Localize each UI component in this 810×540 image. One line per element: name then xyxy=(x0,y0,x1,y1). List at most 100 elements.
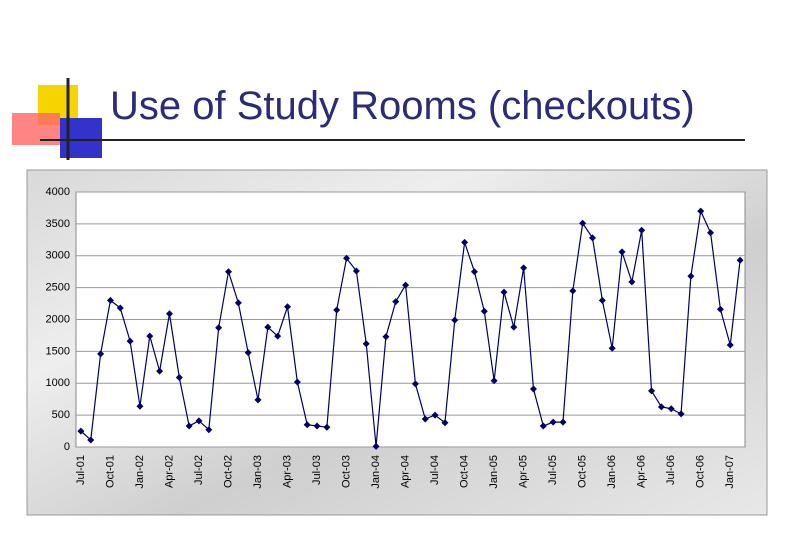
data-point xyxy=(441,419,449,427)
data-point xyxy=(411,380,419,388)
y-tick-label: 4000 xyxy=(46,186,70,198)
x-tick-label: Jan-03 xyxy=(252,455,264,489)
data-point xyxy=(392,298,400,306)
data-point xyxy=(97,350,105,358)
data-point xyxy=(402,281,410,289)
x-tick-label: Jan-02 xyxy=(134,455,146,489)
data-point xyxy=(313,422,321,430)
data-point xyxy=(628,278,636,286)
x-tick-label: Jul-05 xyxy=(547,455,559,485)
x-tick-label: Jul-04 xyxy=(429,455,441,485)
data-point xyxy=(156,367,164,375)
data-point xyxy=(687,272,695,280)
x-tick-label: Apr-06 xyxy=(636,455,648,488)
data-point xyxy=(579,219,587,227)
data-point xyxy=(510,323,518,331)
y-tick-label: 500 xyxy=(52,409,70,421)
data-point xyxy=(195,417,203,425)
data-point xyxy=(146,332,154,340)
data-point xyxy=(697,207,705,215)
x-tick-label: Oct-05 xyxy=(577,455,589,488)
data-point xyxy=(254,396,262,404)
data-point xyxy=(343,254,351,262)
x-tick-label: Apr-02 xyxy=(163,455,175,488)
data-point xyxy=(608,344,616,352)
data-point xyxy=(352,267,360,275)
data-point xyxy=(284,303,292,311)
data-point xyxy=(224,268,232,276)
data-point xyxy=(539,422,547,430)
data-point xyxy=(372,442,380,450)
data-point xyxy=(303,421,311,429)
x-tick-label: Apr-04 xyxy=(399,455,411,488)
x-tick-label: Oct-03 xyxy=(340,455,352,488)
x-tick-label: Jan-06 xyxy=(606,455,618,489)
data-point xyxy=(451,316,459,324)
data-point xyxy=(490,377,498,385)
data-point xyxy=(382,333,390,341)
data-point xyxy=(648,387,656,395)
data-point xyxy=(215,324,223,332)
data-point xyxy=(461,238,469,246)
data-point xyxy=(87,436,95,444)
data-point xyxy=(559,418,567,426)
data-point xyxy=(165,310,173,318)
data-point xyxy=(185,422,193,430)
data-point xyxy=(657,403,665,411)
y-tick-label: 1500 xyxy=(46,345,70,357)
x-tick-label: Oct-04 xyxy=(459,455,471,488)
data-point xyxy=(589,234,597,242)
data-point xyxy=(116,304,124,312)
x-tick-label: Jan-07 xyxy=(724,455,736,489)
data-point xyxy=(175,374,183,382)
data-point xyxy=(569,287,577,295)
data-point xyxy=(274,332,282,340)
data-point xyxy=(520,264,528,272)
x-tick-label: Jul-03 xyxy=(311,455,323,485)
x-tick-label: Apr-05 xyxy=(518,455,530,488)
data-point xyxy=(470,268,478,276)
x-tick-label: Jul-01 xyxy=(75,455,87,485)
x-tick-label: Oct-01 xyxy=(104,455,116,488)
x-tick-label: Jul-02 xyxy=(193,455,205,485)
y-tick-label: 2500 xyxy=(46,282,70,294)
data-point xyxy=(293,378,301,386)
data-point xyxy=(77,427,85,435)
y-tick-label: 3500 xyxy=(46,218,70,230)
data-point xyxy=(598,296,606,304)
data-point xyxy=(716,305,724,313)
data-point xyxy=(529,385,537,393)
data-point xyxy=(638,226,646,234)
data-point xyxy=(136,402,144,410)
x-tick-label: Oct-06 xyxy=(695,455,707,488)
data-point xyxy=(500,288,508,296)
data-point xyxy=(677,410,685,418)
y-tick-label: 1000 xyxy=(46,377,70,389)
data-point xyxy=(707,229,715,237)
data-point xyxy=(726,341,734,349)
data-point xyxy=(421,415,429,423)
data-point xyxy=(333,306,341,314)
data-point xyxy=(362,340,370,348)
y-tick-label: 2000 xyxy=(46,313,70,325)
y-tick-label: 3000 xyxy=(46,250,70,262)
data-point xyxy=(234,299,242,307)
x-tick-label: Apr-03 xyxy=(281,455,293,488)
data-point xyxy=(126,337,134,345)
slide-title: Use of Study Rooms (checkouts) xyxy=(110,84,695,128)
data-point xyxy=(618,248,626,256)
y-tick-label: 0 xyxy=(64,441,70,453)
data-point xyxy=(667,405,675,413)
data-point xyxy=(106,296,114,304)
data-point xyxy=(323,423,331,431)
x-tick-label: Jul-06 xyxy=(665,455,677,485)
data-point xyxy=(736,256,744,264)
data-point xyxy=(549,418,557,426)
data-point xyxy=(205,426,213,434)
x-tick-label: Jan-04 xyxy=(370,455,382,489)
data-point xyxy=(244,349,252,357)
x-tick-label: Jan-05 xyxy=(488,455,500,489)
data-point xyxy=(264,323,272,331)
